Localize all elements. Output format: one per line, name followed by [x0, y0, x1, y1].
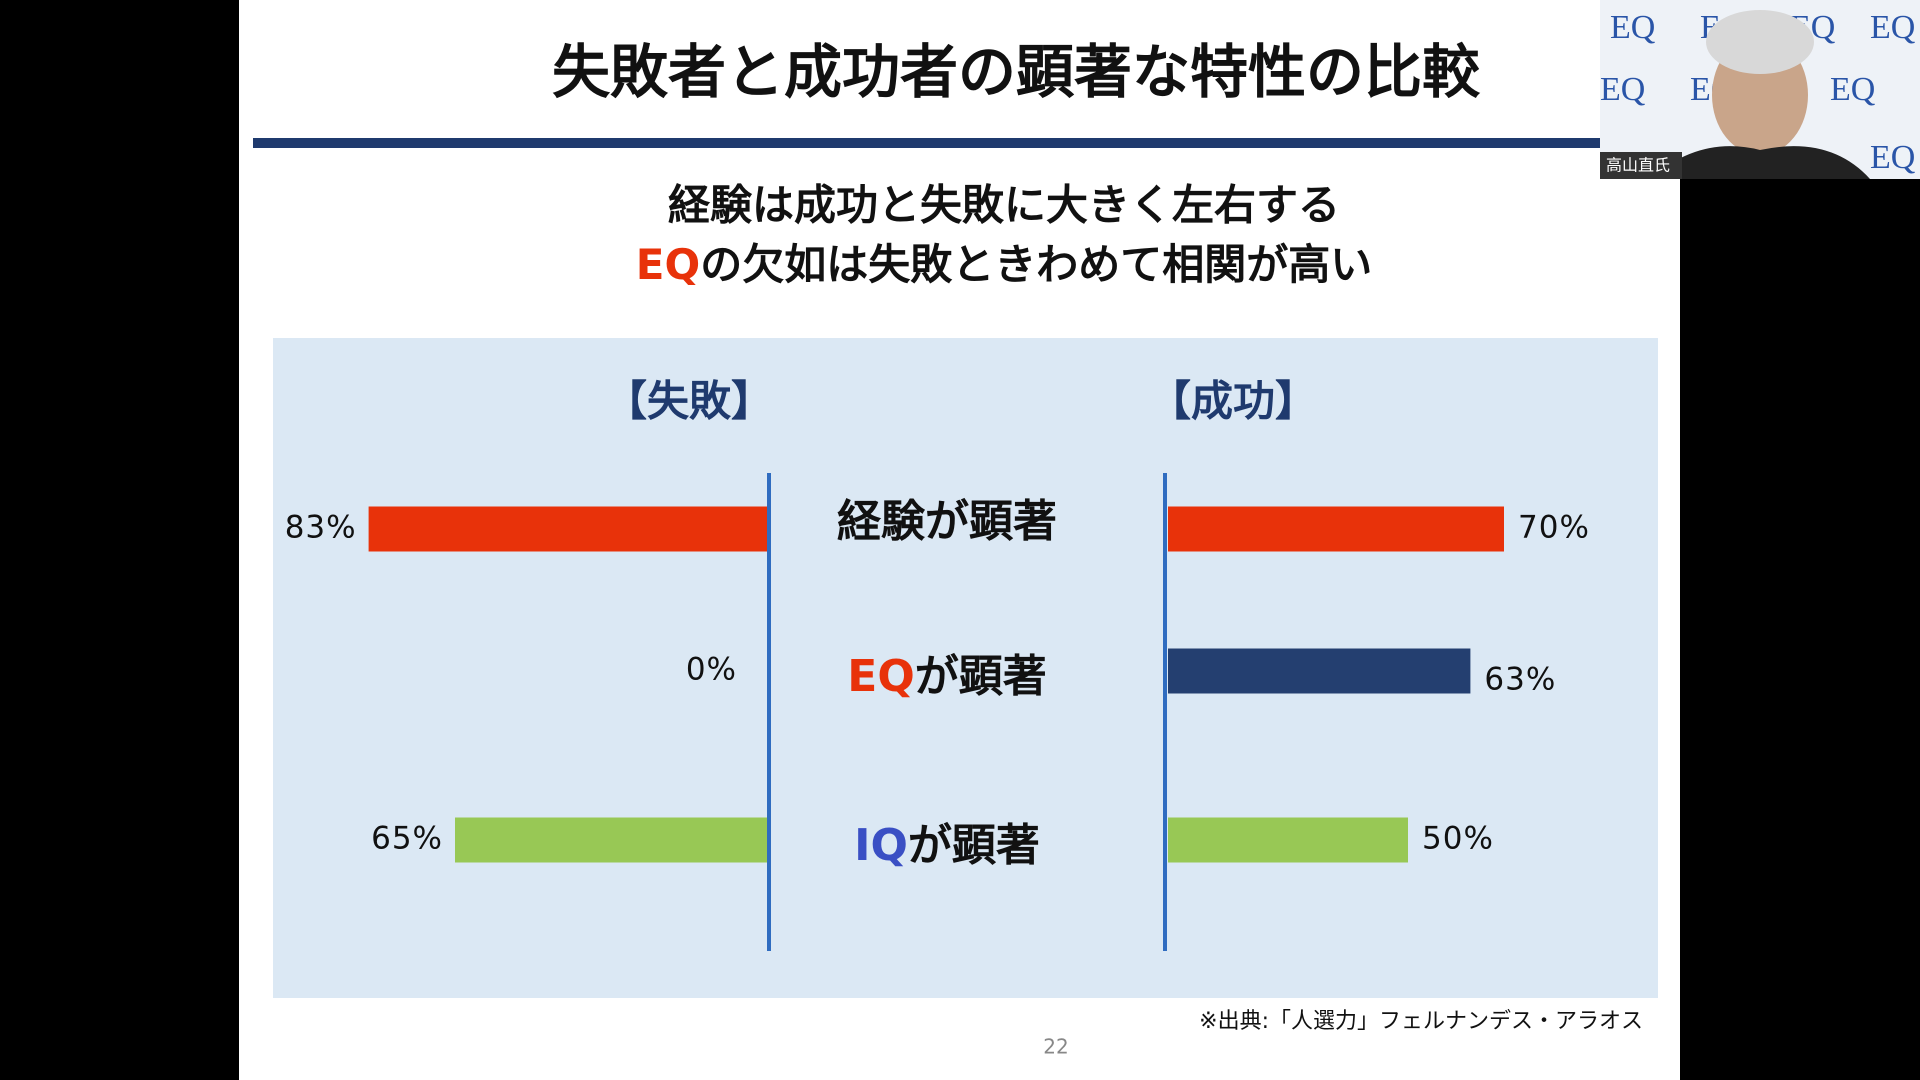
person-body	[1650, 146, 1870, 179]
source-note: ※出典:「人選力」フェルナンデス・アラオス	[1199, 1009, 1643, 1034]
side-heading: 【失敗】	[605, 377, 773, 426]
slide-title: 失敗者と成功者の顕著な特性の比較	[552, 38, 1481, 106]
bar	[1168, 817, 1408, 863]
subtitle: EQの欠如は失敗ときわめて相関が高い	[636, 240, 1372, 289]
bar	[1168, 506, 1504, 552]
bar	[455, 817, 767, 863]
side-heading: 【成功】	[1149, 377, 1317, 426]
webcam-logo: EQ	[1870, 139, 1915, 176]
value-label: 63%	[1484, 662, 1556, 698]
subtitle: 経験は成功と失敗に大きく左右する	[668, 181, 1340, 230]
participant-name: 高山直氏	[1606, 156, 1670, 175]
value-label: 70%	[1518, 510, 1590, 546]
category-label: EQが顕著	[847, 651, 1046, 702]
page-number: 22	[1043, 1035, 1068, 1059]
webcam-logo: EQ	[1600, 71, 1645, 108]
category-label: 経験が顕著	[837, 496, 1057, 547]
value-label: 0%	[686, 652, 737, 688]
value-label: 65%	[371, 821, 443, 857]
person-hair	[1706, 10, 1814, 74]
bar	[1168, 648, 1471, 694]
webcam-logo: EQ	[1830, 71, 1875, 108]
webcam-logo: EQ	[1610, 9, 1655, 46]
bar	[368, 506, 767, 552]
title-rule	[253, 138, 1653, 148]
name-tag	[1600, 152, 1682, 179]
value-label: 83%	[285, 510, 357, 546]
category-label: IQが顕著	[854, 820, 1040, 871]
value-label: 50%	[1422, 821, 1494, 857]
webcam: EQEQEQEQEQEQEQEQ 高山直氏	[1600, 0, 1920, 179]
webcam-logo: EQ	[1870, 9, 1915, 46]
